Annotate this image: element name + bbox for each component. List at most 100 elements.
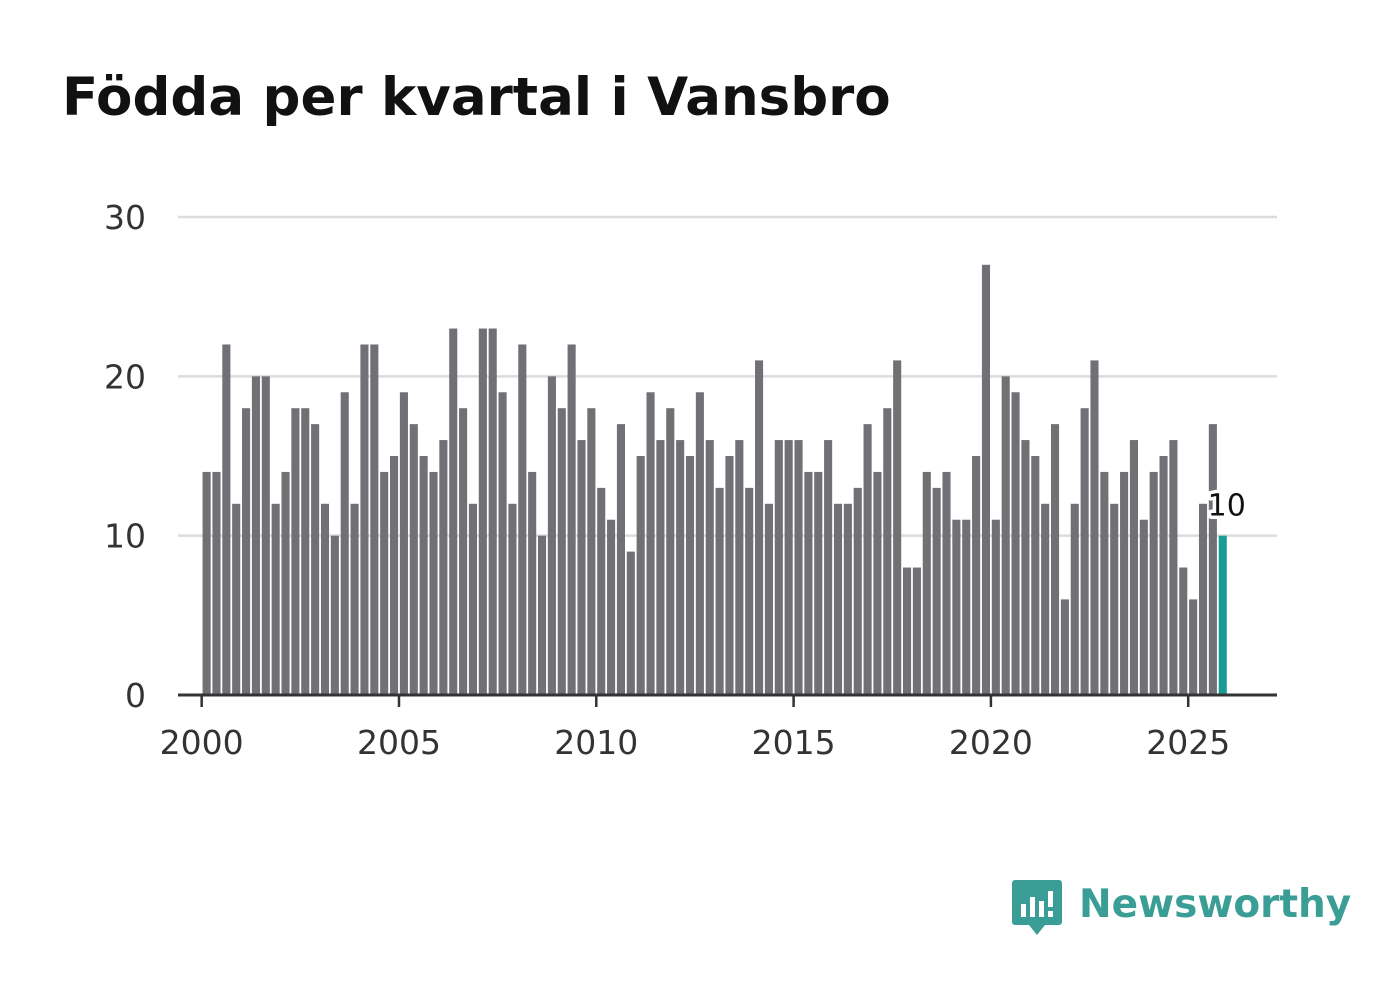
bar-2008-q2 <box>528 471 537 695</box>
bar-2024-q1 <box>1149 471 1158 695</box>
y-tick-label-0: 0 <box>125 676 146 715</box>
bar-2013-q2 <box>725 456 734 695</box>
bar-2012-q3 <box>695 392 704 695</box>
newsworthy-logo-icon <box>1012 880 1062 935</box>
bar-2021-q2 <box>1041 503 1050 695</box>
bar-2011-q3 <box>656 440 665 695</box>
bar-2016-q1 <box>833 503 843 695</box>
bar-2021-q4 <box>1060 599 1069 695</box>
bar-2014-q2 <box>764 503 773 695</box>
bar-2004-q3 <box>380 471 389 695</box>
bar-2016-q4 <box>863 424 872 695</box>
bar-2000-q2 <box>212 471 221 695</box>
bar-2020-q2 <box>1001 376 1010 695</box>
bar-2015-q3 <box>814 471 823 695</box>
bar-2008-q4 <box>547 376 556 695</box>
bar-2014-q4 <box>784 440 793 695</box>
bar-2024-q3 <box>1169 440 1178 695</box>
bar-2005-q3 <box>419 456 428 695</box>
bar-2009-q2 <box>567 344 576 695</box>
axes <box>178 693 1277 707</box>
bar-2024-q2 <box>1159 456 1168 695</box>
newsworthy-logo-text: Newsworthy <box>1079 882 1352 927</box>
bar-2001-q4 <box>271 503 280 695</box>
bar-2018-q2 <box>922 471 931 695</box>
logo-speech-bubble-icon <box>1012 880 1062 935</box>
bar-2023-q3 <box>1129 440 1138 695</box>
bar-2016-q3 <box>853 487 862 695</box>
bar-2024-q4 <box>1179 567 1188 695</box>
bar-2004-q4 <box>390 456 399 695</box>
bar-2003-q1 <box>320 503 330 695</box>
bar-2019-q4 <box>981 264 991 695</box>
bar-2025-q2 <box>1198 503 1208 695</box>
bar-2006-q3 <box>459 408 468 695</box>
bar-2011-q1 <box>636 456 645 695</box>
bar-2019-q1 <box>952 519 961 695</box>
bar-2018-q4 <box>942 471 951 695</box>
bar-2007-q3 <box>498 392 507 695</box>
bar-2023-q4 <box>1139 519 1148 695</box>
bar-2001-q3 <box>261 376 270 695</box>
bar-2013-q1 <box>715 487 724 695</box>
x-tick-label-2015: 2015 <box>752 723 836 762</box>
bar-2017-q2 <box>883 408 892 695</box>
bar-2025-q1 <box>1189 599 1198 695</box>
bar-2017-q3 <box>893 360 902 695</box>
bar-2025-q4 <box>1218 535 1227 695</box>
bar-2012-q4 <box>705 440 714 695</box>
last-value-label-halo: 10 <box>1208 489 1246 524</box>
bar-2004-q2 <box>370 344 379 695</box>
bar-2015-q4 <box>824 440 833 695</box>
bar-2008-q3 <box>537 535 547 695</box>
bar-2012-q2 <box>685 456 695 695</box>
bar-2009-q3 <box>577 440 586 695</box>
bar-2007-q2 <box>488 328 497 695</box>
bar-2015-q2 <box>804 471 813 695</box>
bar-2003-q4 <box>350 503 359 695</box>
bar-2018-q1 <box>912 567 921 695</box>
x-tick-label-2005: 2005 <box>357 723 441 762</box>
bar-2023-q2 <box>1120 471 1129 695</box>
bar-2021-q1 <box>1031 456 1040 695</box>
bar-2007-q1 <box>478 328 487 695</box>
y-tick-label-20: 20 <box>104 357 146 396</box>
bar-2009-q1 <box>557 408 566 695</box>
bar-2010-q4 <box>626 551 635 695</box>
bar-2013-q4 <box>745 487 754 695</box>
bar-2009-q4 <box>587 408 596 695</box>
bar-2001-q1 <box>242 408 251 695</box>
bar-2004-q1 <box>360 344 369 695</box>
bar-2022-q4 <box>1100 471 1109 695</box>
bar-2025-q3 <box>1208 424 1217 695</box>
bars <box>202 264 1227 695</box>
bar-2002-q1 <box>281 471 290 695</box>
bar-2022-q2 <box>1080 408 1089 695</box>
y-tick-label-10: 10 <box>104 517 146 556</box>
bar-2010-q1 <box>597 487 606 695</box>
bar-2019-q3 <box>972 456 981 695</box>
bar-2014-q1 <box>755 360 764 695</box>
bar-2016-q2 <box>843 503 852 695</box>
bar-2002-q2 <box>291 408 300 695</box>
bar-2017-q1 <box>873 471 882 695</box>
bar-2014-q3 <box>774 440 783 695</box>
bar-2002-q3 <box>301 408 310 695</box>
bar-2011-q4 <box>666 408 675 695</box>
newsworthy-logo[interactable]: Newsworthy <box>1011 878 1351 940</box>
y-tick-label-30: 30 <box>104 198 146 237</box>
bar-2000-q3 <box>222 344 231 695</box>
bar-2010-q3 <box>616 424 625 695</box>
bar-2000-q4 <box>232 503 241 695</box>
x-tick-label-2025: 2025 <box>1146 723 1230 762</box>
bar-2020-q4 <box>1021 440 1030 695</box>
bar-2021-q3 <box>1050 424 1060 695</box>
bar-2007-q4 <box>508 503 517 695</box>
bar-2006-q2 <box>449 328 458 695</box>
bar-2005-q4 <box>429 471 438 695</box>
bar-2005-q2 <box>409 424 418 695</box>
bar-2023-q1 <box>1110 503 1119 695</box>
bar-2019-q2 <box>962 519 971 695</box>
